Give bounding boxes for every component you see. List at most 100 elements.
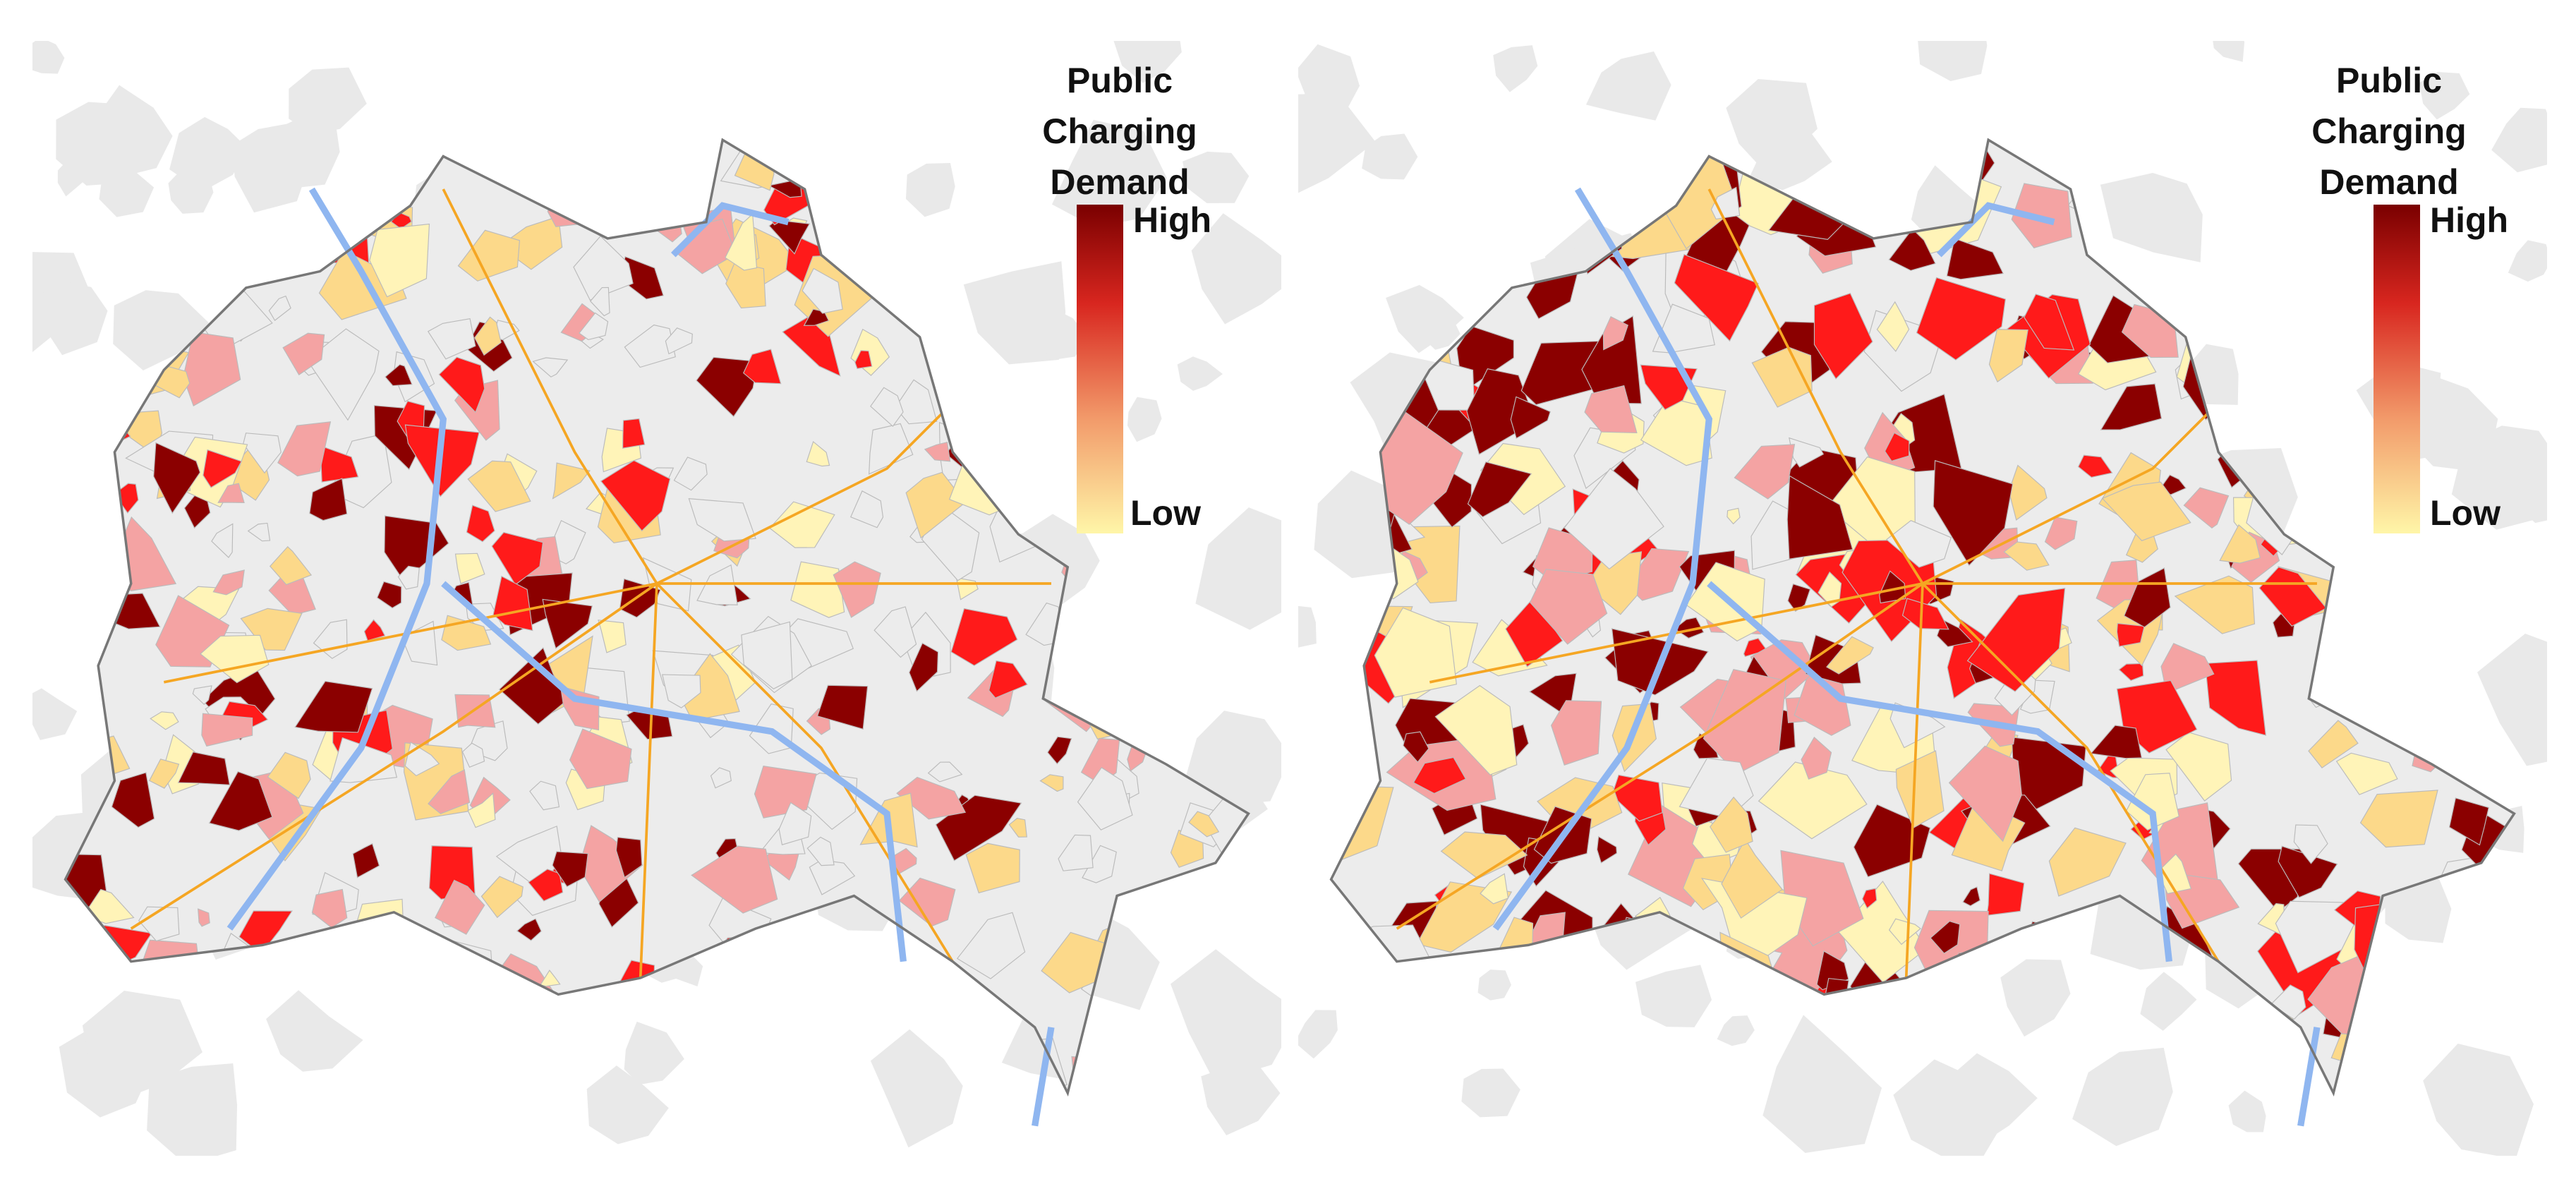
district — [492, 575, 533, 632]
district — [822, 981, 846, 1011]
settlement — [1726, 78, 1818, 168]
district — [1710, 186, 1741, 220]
district — [896, 140, 926, 162]
district — [1727, 507, 1741, 525]
district — [2473, 561, 2515, 629]
district — [1825, 977, 1849, 1015]
district — [2225, 232, 2246, 250]
district — [1331, 235, 1411, 304]
district — [2359, 790, 2438, 848]
district — [1198, 631, 1240, 671]
district — [1440, 831, 1528, 879]
district — [869, 423, 914, 475]
district — [380, 1024, 417, 1053]
district — [652, 140, 700, 190]
district — [206, 270, 227, 292]
district — [376, 581, 402, 609]
district — [382, 1031, 446, 1094]
district — [202, 449, 243, 488]
settlement — [1717, 1015, 1755, 1046]
legend-low: Low — [1130, 493, 1201, 533]
district — [1787, 583, 1811, 612]
district — [1137, 445, 1153, 466]
district — [2275, 215, 2350, 308]
district — [1826, 636, 1874, 675]
district — [1374, 607, 1457, 698]
district — [986, 423, 1026, 473]
district — [205, 1014, 238, 1042]
district — [2234, 270, 2297, 325]
district — [277, 421, 332, 477]
district — [2354, 628, 2397, 685]
district — [965, 1032, 1012, 1094]
district — [1047, 736, 1072, 765]
river — [2297, 1027, 2321, 1127]
district — [1901, 598, 1949, 630]
district — [148, 759, 180, 789]
legend-title: Public Charging Demand — [1042, 61, 1197, 202]
district — [1118, 671, 1142, 699]
district — [2048, 827, 2127, 897]
road — [1707, 188, 1924, 979]
district — [1127, 352, 1171, 401]
district — [1873, 1000, 1909, 1036]
district — [569, 728, 632, 790]
district — [1156, 545, 1207, 622]
district — [375, 965, 427, 1040]
district — [776, 140, 835, 176]
district — [309, 478, 348, 521]
settlement — [56, 102, 136, 186]
district — [467, 792, 496, 828]
district — [2118, 663, 2144, 682]
district — [1466, 368, 1536, 455]
district — [267, 751, 311, 799]
district — [480, 876, 524, 919]
district — [809, 859, 856, 895]
district — [1674, 253, 1759, 342]
district — [615, 836, 643, 878]
district — [243, 433, 282, 474]
district — [812, 970, 881, 1039]
district — [1425, 982, 1465, 1011]
district — [150, 711, 179, 730]
district — [2204, 660, 2267, 736]
district — [696, 564, 738, 605]
district — [552, 851, 589, 888]
settlement — [1039, 308, 1087, 360]
district — [71, 457, 115, 496]
district — [81, 924, 153, 971]
district — [2101, 481, 2191, 541]
district — [177, 751, 231, 785]
settlement — [266, 990, 363, 1072]
district — [1962, 886, 1981, 907]
district — [1758, 761, 1868, 840]
district — [1331, 256, 1372, 314]
district — [1142, 279, 1179, 313]
district — [282, 332, 325, 375]
district — [1876, 301, 1910, 352]
district — [965, 842, 1020, 894]
district — [529, 780, 560, 811]
district — [725, 262, 766, 309]
district — [389, 142, 424, 186]
settlement — [2508, 240, 2547, 282]
district — [798, 963, 829, 1001]
district — [1596, 835, 1618, 864]
map-panel: Public Charging Demand High Low — [32, 41, 1281, 1156]
settlement — [1183, 151, 1250, 203]
district — [1813, 292, 1873, 380]
district — [2335, 752, 2398, 795]
settlement — [624, 1021, 684, 1085]
district — [466, 505, 495, 543]
district — [954, 1053, 1005, 1094]
district — [427, 318, 476, 360]
district — [1572, 140, 1690, 196]
settlement — [586, 1065, 669, 1144]
district — [1743, 637, 1768, 658]
city-border — [64, 138, 1250, 1097]
settlement — [2477, 633, 2547, 766]
district — [428, 769, 471, 814]
district — [703, 986, 742, 1029]
district — [950, 608, 1018, 666]
district — [397, 565, 420, 590]
